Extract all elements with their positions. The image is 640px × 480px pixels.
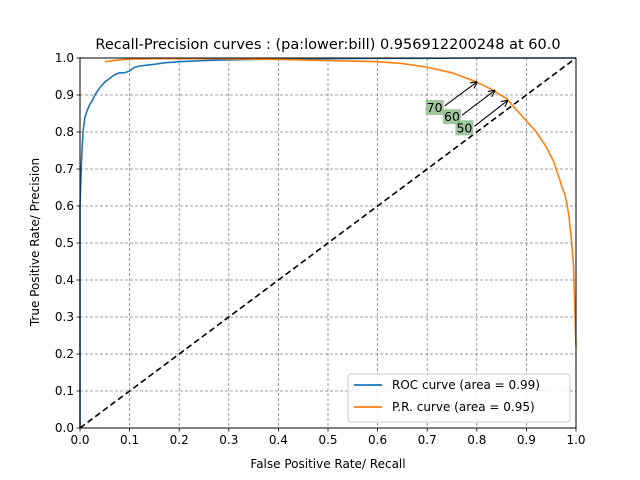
x-tick-label: 0.7 xyxy=(418,433,437,447)
y-tick-label: 1.0 xyxy=(55,51,74,65)
annotation-arrow xyxy=(461,91,495,116)
y-tick-label: 0.2 xyxy=(55,347,74,361)
x-tick-label: 0.4 xyxy=(269,433,288,447)
annotation-label: 50 xyxy=(456,120,472,135)
y-tick-label: 0.5 xyxy=(55,236,74,250)
x-tick-label: 0.1 xyxy=(120,433,139,447)
x-axis-label: False Positive Rate/ Recall xyxy=(250,457,405,471)
legend-box xyxy=(347,373,571,423)
legend-label: ROC curve (area = 0.99) xyxy=(392,378,540,392)
grid xyxy=(80,58,576,428)
annotation-arrow xyxy=(474,101,507,127)
y-tick-label: 0.6 xyxy=(55,199,74,213)
annotation-label: 70 xyxy=(427,100,443,115)
x-tick-label: 0.5 xyxy=(318,433,337,447)
annotation-box xyxy=(455,120,474,136)
y-tick-label: 0.1 xyxy=(55,384,74,398)
x-tick-label: 1.0 xyxy=(566,433,585,447)
y-tick-label: 0.4 xyxy=(55,273,74,287)
annotation-box xyxy=(425,99,444,115)
y-tick-label: 0.7 xyxy=(55,162,74,176)
x-tick-label: 0.0 xyxy=(70,433,89,447)
diagonal-reference-line xyxy=(79,57,577,429)
x-tick-label: 0.6 xyxy=(368,433,387,447)
y-tick-label: 0.8 xyxy=(55,125,74,139)
x-tick-label: 0.3 xyxy=(219,433,238,447)
chart-title: Recall-Precision curves : (pa:lower:bill… xyxy=(95,37,560,53)
y-tick-label: 0.0 xyxy=(55,421,74,435)
y-axis-label: True Positive Rate/ Precision xyxy=(28,158,42,327)
y-tick-label: 0.3 xyxy=(55,310,74,324)
x-tick-label: 0.9 xyxy=(517,433,536,447)
legend: ROC curve (area = 0.99) P.R. curve (area … xyxy=(347,373,571,423)
ticks: 0.0 0.1 0.2 0.3 0.4 0.5 0.6 0.7 0.8 0.9 1.0 0.0 0.1 0… xyxy=(55,51,586,447)
series-line xyxy=(79,57,576,428)
x-tick-label: 0.2 xyxy=(170,433,189,447)
annotation-arrow xyxy=(444,82,477,107)
y-tick-label: 0.9 xyxy=(55,88,74,102)
legend-label: P.R. curve (area = 0.95) xyxy=(392,400,535,414)
x-tick-label: 0.8 xyxy=(467,433,486,447)
